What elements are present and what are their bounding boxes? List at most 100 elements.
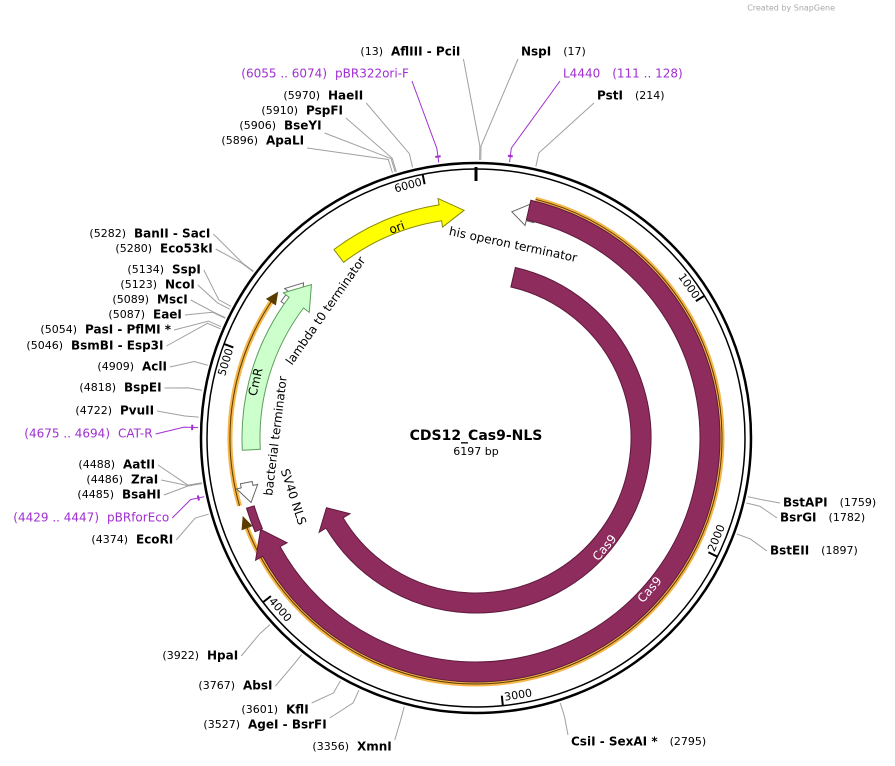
label-position: (4818) <box>79 381 116 394</box>
leader-line <box>311 680 341 704</box>
label-name: SspI <box>172 263 201 277</box>
label-name: PasI - PflMI * <box>85 323 172 337</box>
label-position: (4374) <box>91 533 128 546</box>
label-position: (5123) <box>120 278 157 291</box>
feature-arrow <box>333 197 466 264</box>
label-name: BsaHI <box>122 488 161 502</box>
label-position: (4429 .. 4447) <box>13 511 99 525</box>
label-name: BsmBI - Esp3I <box>71 339 163 353</box>
primer-mark <box>507 154 513 158</box>
leader-line <box>169 361 208 368</box>
label-position: (4486) <box>86 473 123 486</box>
credit: Created by SnapGene <box>747 4 835 13</box>
leader-line <box>509 80 561 163</box>
feature-arrow <box>241 283 313 451</box>
ruler-label: 2000 <box>705 523 728 554</box>
feature-label: SV40 NLS <box>278 467 309 527</box>
label-name: AatII <box>123 458 155 472</box>
label-name: BanII - SacI <box>134 227 210 241</box>
label-position: (5906) <box>239 119 276 132</box>
label-position: (4722) <box>75 404 112 417</box>
label-position: (5970) <box>283 89 320 102</box>
ruler-tick <box>421 174 426 185</box>
highlight-head <box>241 516 253 531</box>
highlight-line <box>244 198 723 685</box>
label-position: (5046) <box>26 339 63 352</box>
leader-line <box>155 426 199 435</box>
label-name: Eco53kI <box>160 242 213 256</box>
label-name: L4440 <box>563 67 600 81</box>
label-position: (5089) <box>112 293 149 306</box>
leader-line <box>747 496 781 504</box>
leader-line <box>203 269 232 307</box>
highlight-head <box>265 291 279 306</box>
ruler-tick <box>695 294 705 302</box>
leader-line <box>215 248 254 273</box>
leader-line <box>535 102 595 167</box>
leader-line <box>163 483 202 496</box>
leader-line <box>324 132 396 173</box>
label-name: CAT-R <box>118 427 153 441</box>
label-position: (5282) <box>89 227 126 240</box>
label-position: (3356) <box>312 740 349 753</box>
label-position: (111 .. 128) <box>612 67 682 81</box>
label-name: HaeII <box>328 89 363 103</box>
label-position: (3527) <box>203 718 240 731</box>
label-position: (4675 .. 4694) <box>24 427 110 441</box>
ruler-tick <box>707 551 718 558</box>
label-position: (5910) <box>261 104 298 117</box>
label-position: (5087) <box>108 308 145 321</box>
label-position: (1782) <box>829 511 866 524</box>
label-name: BstAPI <box>783 496 828 510</box>
label-name: PstI <box>597 89 623 103</box>
ruler-label: 5000 <box>215 347 236 378</box>
leader-line <box>175 513 209 541</box>
label-name: EaeI <box>153 308 182 322</box>
leader-line <box>213 233 254 272</box>
leader-line <box>197 284 230 310</box>
feature-arrow <box>235 480 259 504</box>
primer-mark <box>435 155 441 158</box>
label-name: pBR322ori-F <box>335 67 409 81</box>
label-position: (4488) <box>78 458 115 471</box>
label-position: (214) <box>635 89 665 102</box>
leader-line <box>275 654 303 687</box>
primer-mark <box>196 495 200 501</box>
leader-line <box>345 117 397 172</box>
label-name: ZraI <box>131 473 158 487</box>
label-name: AgeI - BsrFI <box>248 718 327 732</box>
ruler-tick <box>500 695 504 706</box>
leader-line <box>307 147 393 174</box>
leader-line <box>164 387 203 391</box>
backbone-outer <box>199 161 753 715</box>
leader-line <box>173 320 222 331</box>
label-name: XmnI <box>357 740 392 754</box>
label-name: EcoRI <box>136 533 173 547</box>
plasmid-length: 6197 bp <box>453 445 498 458</box>
leader-line <box>365 102 414 168</box>
leader-line <box>394 706 405 741</box>
label-position: (1897) <box>821 544 858 557</box>
leader-line <box>411 80 440 163</box>
label-position: (1759) <box>840 496 877 509</box>
leader-line <box>736 533 768 552</box>
leader-line <box>184 311 226 319</box>
label-name: BsrGI <box>780 511 817 525</box>
label-position: (17) <box>563 45 586 58</box>
feature-label: ori <box>387 218 406 236</box>
leader-line <box>329 689 360 719</box>
label-position: (5134) <box>127 263 164 276</box>
ruler-label: 6000 <box>393 176 423 196</box>
leader-line <box>166 322 221 347</box>
label-position: (2795) <box>670 735 707 748</box>
leader-line <box>190 299 226 319</box>
label-position: (13) <box>360 45 383 58</box>
ruler-tick <box>223 343 234 349</box>
leader-line <box>171 496 205 519</box>
leader-line <box>746 502 778 519</box>
label-name: BstEII <box>770 544 809 558</box>
label-position: (4909) <box>97 360 134 373</box>
label-position: (3767) <box>198 679 235 692</box>
label-name: HpaI <box>207 649 238 663</box>
